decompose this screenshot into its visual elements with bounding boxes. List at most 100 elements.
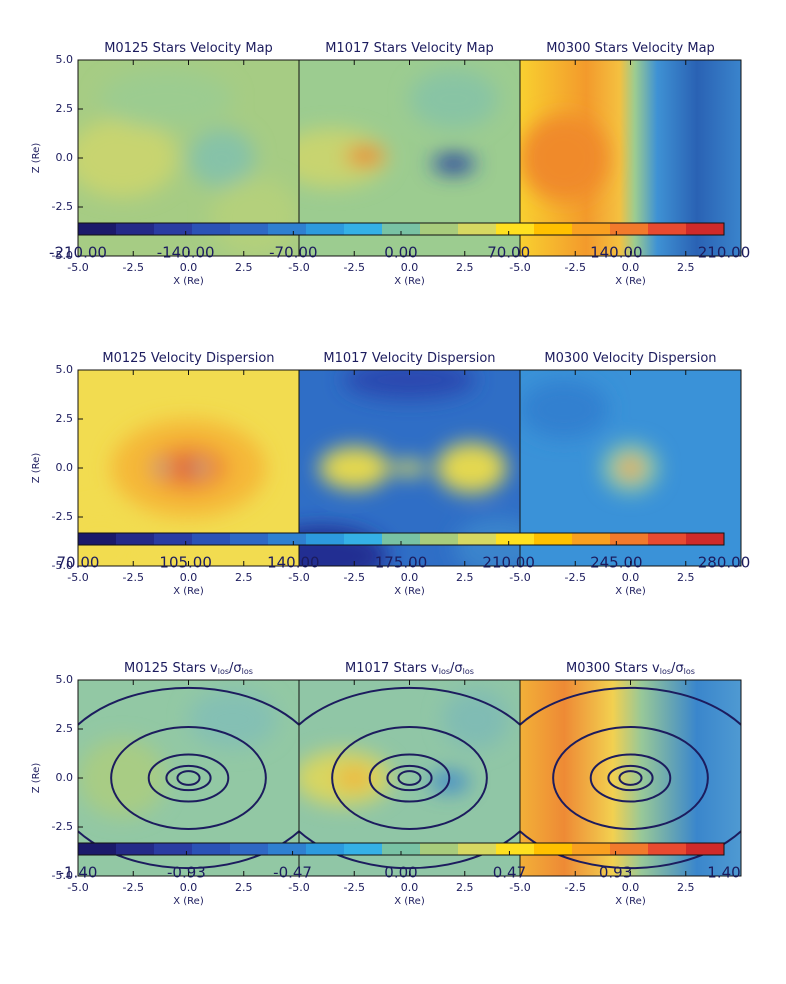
feature (155, 462, 169, 474)
title-part: los (660, 667, 671, 676)
x-tick-label: 0.0 (180, 571, 198, 584)
colorbar-segment (648, 223, 687, 235)
colorbar-tick-label: 210.00 (482, 554, 535, 572)
colorbar-segment (192, 223, 231, 235)
x-tick-label: 2.5 (456, 261, 474, 274)
title-part: M1017 Stars v (345, 661, 439, 676)
y-tick-label: 5.0 (56, 53, 74, 66)
x-tick-label: -2.5 (123, 261, 144, 274)
x-tick-label: -2.5 (123, 881, 144, 894)
x-tick-label: -2.5 (344, 261, 365, 274)
x-tick-label: 0.0 (180, 881, 198, 894)
feature (343, 370, 476, 400)
x-tick-label: -2.5 (344, 571, 365, 584)
y-tick-label: -5.0 (52, 559, 73, 572)
x-tick-label: 2.5 (677, 881, 695, 894)
feature (100, 69, 233, 129)
x-tick-label: -2.5 (123, 571, 144, 584)
x-axis-label: X (Re) (615, 586, 646, 597)
feature (78, 738, 167, 818)
x-tick-label: 2.5 (235, 261, 253, 274)
panel-title: M0300 Stars Velocity Map (546, 41, 715, 56)
field-features (299, 69, 498, 188)
colorbar-segment (154, 843, 193, 855)
title-part: M0300 Velocity Dispersion (544, 351, 716, 366)
y-tick-label: 2.5 (56, 722, 74, 735)
title-part: M0300 Stars v (566, 661, 660, 676)
colorbar-segment (610, 843, 649, 855)
x-tick-label: -5.0 (67, 571, 88, 584)
colorbar-segment (458, 533, 497, 545)
y-tick-label: 2.5 (56, 102, 74, 115)
colorbar-segment (420, 533, 459, 545)
x-tick-label: 0.0 (401, 571, 419, 584)
x-tick-label: -5.0 (509, 261, 530, 274)
feature (442, 689, 509, 749)
feature (175, 456, 202, 480)
colorbar-segment (306, 843, 345, 855)
colorbar-segment (610, 223, 649, 235)
colorbar-tick-label: 245.00 (590, 554, 643, 572)
colorbar-segment (496, 223, 535, 235)
field-features (299, 689, 509, 806)
contour (165, 764, 212, 792)
feature (78, 118, 178, 198)
y-tick-label: -5.0 (52, 249, 73, 262)
colorbar-tick-label: -0.93 (167, 864, 206, 882)
x-axis-label: X (Re) (173, 896, 204, 907)
contour (176, 770, 201, 786)
x-tick-label: -5.0 (67, 881, 88, 894)
y-axis-label: Z (Re) (31, 763, 42, 794)
title-part: M0125 Velocity Dispersion (102, 351, 274, 366)
colorbar-segment (192, 843, 231, 855)
colorbar-tick-label: 0.47 (493, 864, 526, 882)
contour (147, 753, 230, 803)
x-tick-label: 2.5 (677, 571, 695, 584)
field-features (520, 114, 609, 202)
panel-title: M1017 Velocity Dispersion (323, 351, 495, 366)
x-tick-label: 0.0 (622, 881, 640, 894)
colorbar-tick-label: 140.00 (590, 244, 643, 262)
colorbar-tick-label: -210.00 (49, 244, 107, 262)
title-part: /σ (450, 661, 463, 676)
x-tick-label: -5.0 (509, 571, 530, 584)
panel-title: M0125 Stars vlos/σlos (124, 661, 253, 676)
x-tick-label: -2.5 (565, 881, 586, 894)
x-tick-label: 2.5 (456, 571, 474, 584)
colorbar-segment (572, 843, 611, 855)
colorbar-segment (268, 533, 307, 545)
colorbar-segment (686, 223, 725, 235)
contour (386, 764, 433, 792)
contour (368, 753, 451, 803)
x-tick-label: 0.0 (180, 261, 198, 274)
colorbar-segment (192, 533, 231, 545)
colorbar-tick-label: 0.00 (384, 244, 417, 262)
field-features (78, 69, 299, 256)
colorbar-segment (116, 533, 155, 545)
colorbar-segment (648, 843, 687, 855)
contour (110, 726, 267, 830)
x-tick-label: -5.0 (288, 261, 309, 274)
colorbar-segment (572, 223, 611, 235)
feature (210, 177, 299, 256)
colorbar-segment (534, 533, 573, 545)
x-axis-label: X (Re) (394, 896, 425, 907)
colorbar-segment (534, 223, 573, 235)
feature (520, 379, 609, 439)
feature (436, 442, 507, 494)
panel-title: M1017 Stars vlos/σlos (345, 661, 474, 676)
colorbar-segment (610, 533, 649, 545)
title-part: los (242, 667, 253, 676)
x-tick-label: 0.0 (622, 571, 640, 584)
title-part: M0300 Stars Velocity Map (546, 41, 715, 56)
title-part: los (684, 667, 695, 676)
contour (607, 764, 654, 792)
y-axis-label: Z (Re) (31, 453, 42, 484)
colorbar-tick-label: -1.40 (59, 864, 98, 882)
field-features (78, 689, 277, 818)
contour (78, 686, 299, 870)
colorbar-tick-label: 70.00 (57, 554, 100, 572)
colorbar-segment (306, 533, 345, 545)
x-axis-label: X (Re) (173, 276, 204, 287)
y-tick-label: 2.5 (56, 412, 74, 425)
